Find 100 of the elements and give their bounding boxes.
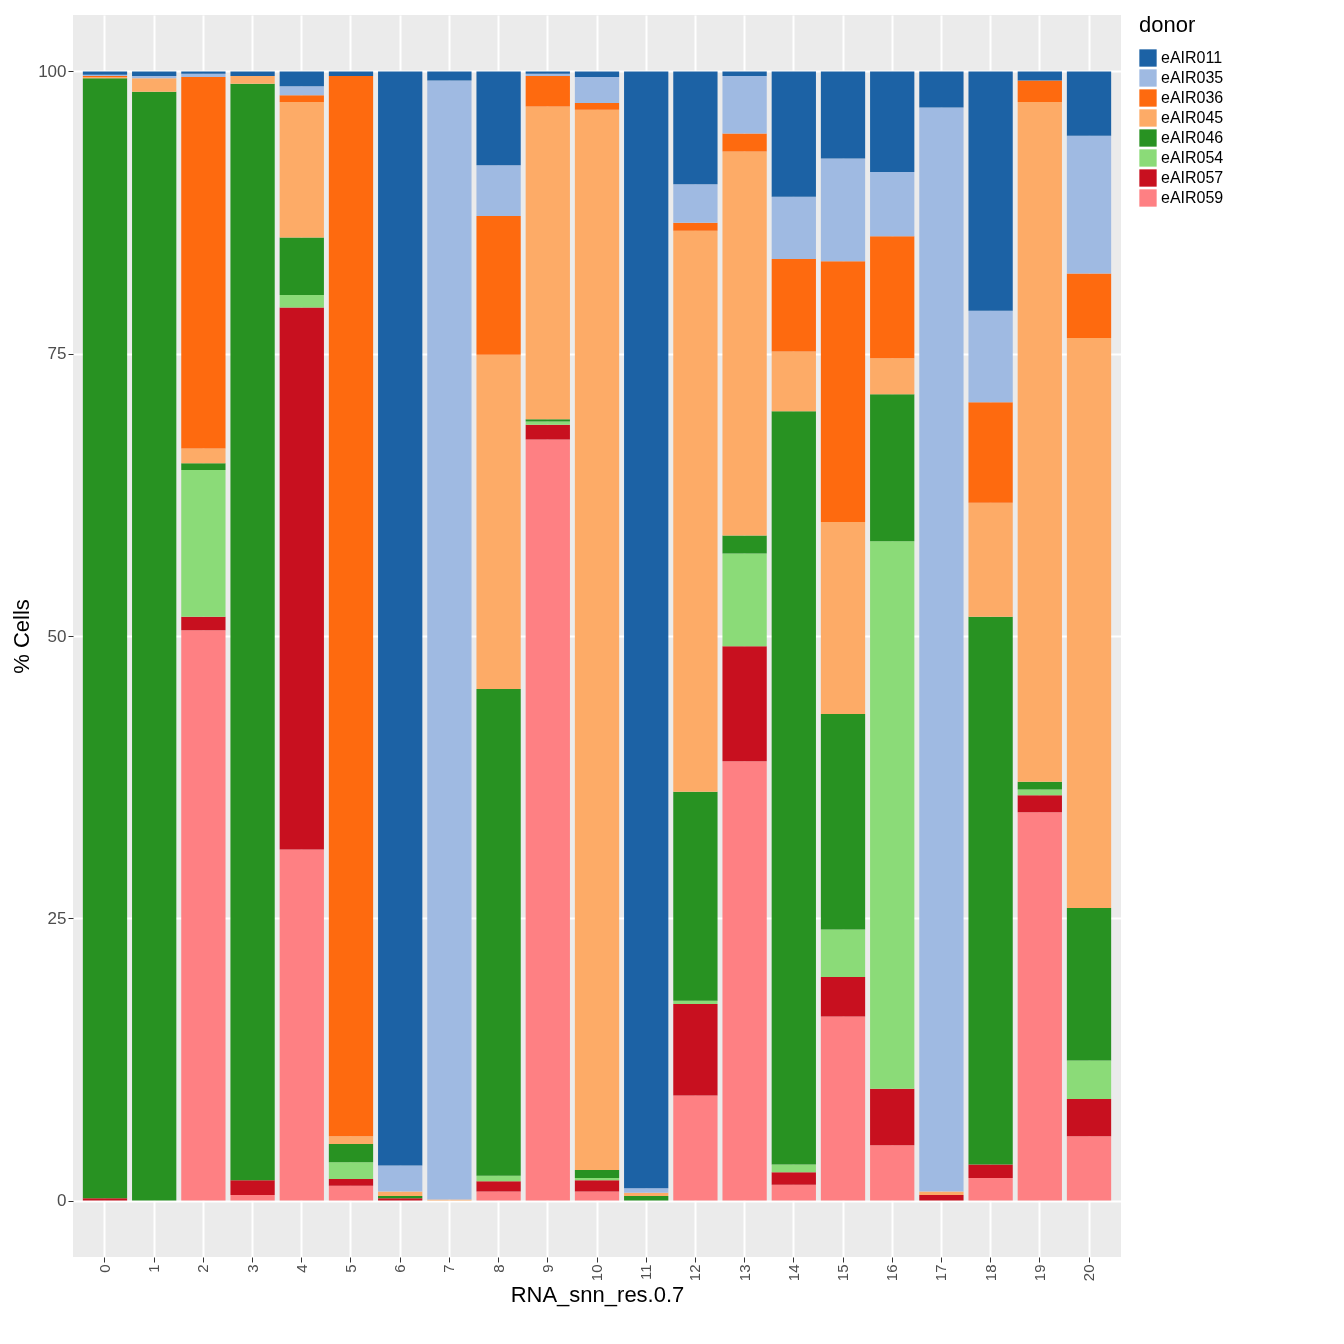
bar (328, 75, 374, 1137)
bar (476, 354, 521, 690)
x-tick-label: 9 (538, 1264, 556, 1273)
bar (919, 1191, 964, 1195)
bar (870, 541, 915, 1089)
bar (279, 71, 324, 87)
bar (968, 1164, 1013, 1178)
bar (1017, 781, 1062, 790)
bar (1017, 812, 1062, 1201)
x-tick-label: 20 (1080, 1264, 1098, 1282)
y-tick-label: 25 (47, 908, 67, 928)
bar (771, 1172, 816, 1185)
bar (673, 1095, 718, 1201)
bar (230, 75, 275, 84)
x-tick-label: 3 (243, 1264, 261, 1273)
bar (722, 761, 767, 1201)
legend-label: eAIR054 (1161, 149, 1224, 166)
bar (870, 394, 915, 542)
bar (820, 976, 866, 1017)
x-tick-label: 12 (686, 1264, 704, 1282)
bar (328, 1179, 374, 1186)
legend-label: eAIR057 (1161, 169, 1224, 186)
bar (968, 402, 1013, 503)
bar (1017, 101, 1062, 782)
bar (820, 713, 866, 930)
bar (181, 448, 226, 464)
x-tick-label: 10 (588, 1264, 605, 1282)
bar (673, 1004, 718, 1096)
x-tick-label: 8 (489, 1264, 507, 1273)
bar (82, 78, 128, 1199)
bar (574, 1170, 620, 1178)
bar (230, 1180, 275, 1195)
bar (771, 1164, 816, 1173)
x-tick-label: 1 (145, 1264, 163, 1273)
x-tick-label: 17 (932, 1264, 950, 1282)
bar (574, 103, 620, 110)
y-tick-label: 0 (57, 1191, 67, 1211)
bar (870, 236, 915, 359)
bar (378, 1165, 423, 1192)
bar (181, 71, 226, 74)
bar (968, 616, 1013, 1165)
bar (328, 71, 374, 76)
bar (1017, 71, 1062, 81)
bar (574, 71, 620, 78)
x-tick-label: 4 (292, 1264, 310, 1273)
bar (328, 1136, 374, 1145)
bar (968, 1177, 1013, 1201)
bar (574, 1180, 620, 1192)
x-tick-label: 11 (637, 1264, 655, 1281)
y-tick-label: 50 (47, 626, 67, 646)
bar (673, 230, 718, 792)
bar (328, 1185, 374, 1201)
legend-label: eAIR036 (1161, 89, 1224, 106)
bar (722, 151, 767, 536)
bar (771, 351, 816, 412)
legend-label: eAIR046 (1161, 129, 1224, 146)
bar (230, 71, 275, 76)
bar (870, 71, 915, 172)
bar (820, 71, 866, 159)
bar (673, 791, 718, 1001)
bar (1066, 1136, 1112, 1201)
x-tick-label: 14 (784, 1264, 802, 1282)
bar (919, 107, 964, 1192)
bar (525, 106, 570, 420)
bar (624, 1188, 669, 1193)
bar (870, 1088, 915, 1146)
bar (476, 71, 521, 166)
bar (722, 71, 767, 76)
bar (820, 1016, 866, 1201)
bar (673, 1000, 718, 1005)
bar (870, 1145, 915, 1201)
bar (771, 196, 816, 259)
bar (279, 86, 324, 96)
bar (574, 77, 620, 104)
x-tick-label: 7 (440, 1264, 458, 1273)
bar (722, 75, 767, 134)
bar (1066, 1098, 1112, 1137)
bar (476, 689, 521, 1176)
bar (181, 463, 226, 471)
legend-title: donor (1139, 12, 1196, 37)
bar (476, 165, 521, 216)
x-tick-label: 0 (95, 1264, 113, 1273)
bar (181, 616, 226, 631)
bar (132, 78, 177, 92)
bar (181, 470, 226, 617)
bar (427, 71, 472, 81)
bar (181, 73, 226, 78)
x-axis-title: RNA_snn_res.0.7 (510, 1282, 685, 1308)
bar (476, 215, 521, 355)
bar (771, 71, 816, 197)
legend-label: eAIR035 (1161, 69, 1224, 86)
bar (1066, 908, 1112, 1061)
bar (1066, 1060, 1112, 1099)
bar (1066, 135, 1112, 274)
bar (279, 237, 324, 296)
bar (820, 261, 866, 522)
bar (820, 521, 866, 714)
bar (1017, 80, 1062, 102)
bar (328, 1162, 374, 1180)
bar (1066, 273, 1112, 338)
